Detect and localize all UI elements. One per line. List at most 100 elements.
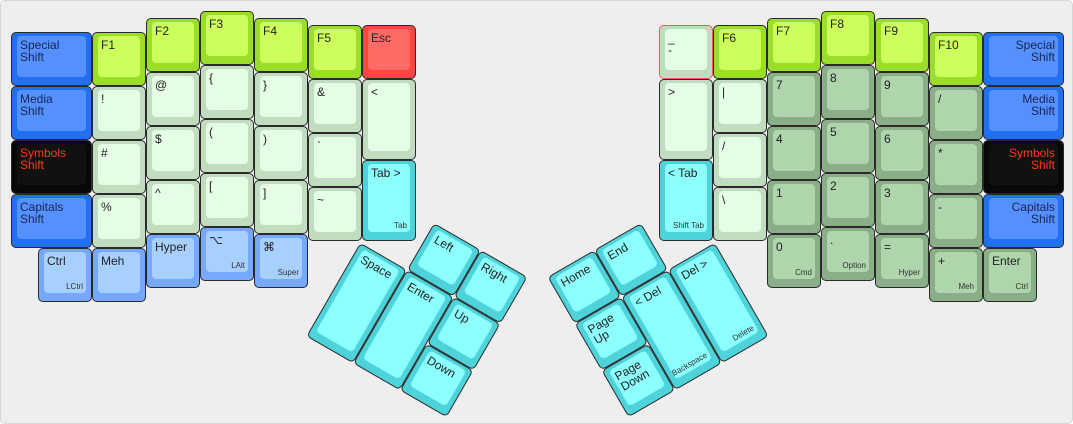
keycap: ⌘ Super: [260, 238, 302, 279]
key-label: Symbols Shift: [1008, 146, 1055, 172]
key-symbol[interactable]: ⌘ Super: [254, 234, 308, 288]
key-hyper[interactable]: Hyper: [146, 234, 200, 288]
keycap: F5: [314, 29, 356, 70]
key-esc[interactable]: Esc: [362, 25, 416, 79]
key-symbol[interactable]: *: [929, 140, 983, 194]
key-label: @: [155, 78, 168, 92]
key-symbol[interactable]: [: [200, 173, 254, 227]
keycap: ⌥ LAlt: [206, 231, 248, 272]
key-symbol[interactable]: #: [92, 140, 146, 194]
key-ctrl[interactable]: Ctrl LCtrl: [38, 248, 92, 302]
key-symbol[interactable]: ): [254, 126, 308, 180]
key-f10[interactable]: F10: [929, 32, 983, 86]
key-symbol[interactable]: `: [308, 133, 362, 187]
key-symbol[interactable]: /: [929, 86, 983, 140]
keycap: `: [314, 137, 356, 178]
key-8[interactable]: 8: [821, 65, 875, 119]
key-f4[interactable]: F4: [254, 18, 308, 72]
key-symbol[interactable]: \: [713, 187, 767, 241]
key-label: F6: [722, 31, 737, 45]
key-0[interactable]: 0 Cmd: [767, 234, 821, 288]
key-capitals-shift[interactable]: Capitals Shift: [983, 194, 1064, 248]
key-symbol[interactable]: {: [200, 65, 254, 119]
key-label: Media Shift: [20, 92, 53, 118]
key-symbol[interactable]: . Option: [821, 227, 875, 281]
key-f9[interactable]: F9: [875, 18, 929, 72]
key-3[interactable]: 3: [875, 180, 929, 234]
key-symbol[interactable]: -: [929, 194, 983, 248]
keycap: F7: [773, 22, 815, 63]
keycap: &: [314, 83, 356, 124]
keycap: F4: [260, 22, 302, 63]
keycap: . Option: [827, 231, 869, 272]
key-symbol[interactable]: _ -: [659, 25, 713, 79]
key-sublabel: Cmd: [795, 268, 812, 277]
key-symbol[interactable]: <: [362, 79, 416, 160]
key-media-shift[interactable]: Media Shift: [983, 86, 1064, 140]
key-sublabel: LCtrl: [66, 282, 83, 291]
keycap: Special Shift: [17, 36, 86, 77]
keycap: #: [98, 144, 140, 185]
key-label: {: [209, 71, 214, 85]
key-label: Capitals Shift: [20, 200, 64, 226]
key-symbols-shift[interactable]: Symbols Shift: [983, 140, 1064, 194]
keycap: $: [152, 130, 194, 171]
keycap: ~: [314, 191, 356, 232]
key-symbol[interactable]: ⌥ LAlt: [200, 227, 254, 281]
key-4[interactable]: 4: [767, 126, 821, 180]
key-9[interactable]: 9: [875, 72, 929, 126]
key-symbol[interactable]: (: [200, 119, 254, 173]
key-capitals-shift[interactable]: Capitals Shift: [11, 194, 92, 248]
key-symbol[interactable]: ~: [308, 187, 362, 241]
keycap: Esc: [368, 29, 410, 70]
keycap: Capitals Shift: [989, 198, 1058, 239]
key-symbol[interactable]: @: [146, 72, 200, 126]
key-label: End: [605, 240, 631, 263]
keycap: F1: [98, 36, 140, 77]
key-label: Media Shift: [1022, 92, 1055, 118]
keycap: Right: [463, 256, 521, 313]
keycap: (: [206, 123, 248, 164]
key-special-shift[interactable]: Special Shift: [983, 32, 1064, 86]
key-symbol[interactable]: $: [146, 126, 200, 180]
key-label: #: [101, 146, 108, 160]
key-label: ^: [155, 186, 161, 200]
key-tab[interactable]: < Tab Shift Tab: [659, 160, 713, 241]
key-media-shift[interactable]: Media Shift: [11, 86, 92, 140]
key-symbol[interactable]: !: [92, 86, 146, 140]
key-label: /: [938, 92, 942, 106]
key-6[interactable]: 6: [875, 126, 929, 180]
key-f3[interactable]: F3: [200, 11, 254, 65]
key-symbol[interactable]: = Hyper: [875, 234, 929, 288]
key-enter[interactable]: Enter Ctrl: [983, 248, 1037, 302]
key-symbol[interactable]: &: [308, 79, 362, 133]
key-label: F9: [884, 24, 899, 38]
key-tab[interactable]: Tab > Tab: [362, 160, 416, 241]
key-f8[interactable]: F8: [821, 11, 875, 65]
key-symbol[interactable]: |: [713, 79, 767, 133]
key-symbol[interactable]: ^: [146, 180, 200, 234]
key-special-shift[interactable]: Special Shift: [11, 32, 92, 86]
key-f5[interactable]: F5: [308, 25, 362, 79]
key-symbol[interactable]: }: [254, 72, 308, 126]
keycap: %: [98, 198, 140, 239]
key-f2[interactable]: F2: [146, 18, 200, 72]
key-7[interactable]: 7: [767, 72, 821, 126]
key-symbol[interactable]: ]: [254, 180, 308, 234]
keycap: ): [260, 130, 302, 171]
key-label: F10: [938, 38, 959, 52]
key-symbol[interactable]: /: [713, 133, 767, 187]
key-f1[interactable]: F1: [92, 32, 146, 86]
key-1[interactable]: 1: [767, 180, 821, 234]
key-symbol[interactable]: >: [659, 79, 713, 160]
key-label: ]: [263, 186, 267, 200]
key-2[interactable]: 2: [821, 173, 875, 227]
key-label: 2: [830, 179, 837, 193]
key-symbols-shift[interactable]: Symbols Shift: [11, 140, 92, 194]
key-symbol[interactable]: + Meh: [929, 248, 983, 302]
key-symbol[interactable]: %: [92, 194, 146, 248]
key-5[interactable]: 5: [821, 119, 875, 173]
key-meh[interactable]: Meh: [92, 248, 146, 302]
key-f6[interactable]: F6: [713, 25, 767, 79]
key-f7[interactable]: F7: [767, 18, 821, 72]
